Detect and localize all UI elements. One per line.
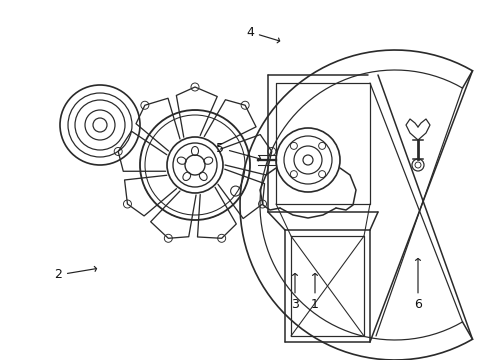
Text: 5: 5 — [216, 141, 260, 161]
Text: 4: 4 — [245, 26, 279, 43]
Text: 1: 1 — [310, 274, 318, 311]
Text: 3: 3 — [290, 274, 298, 311]
Text: 2: 2 — [54, 266, 96, 282]
Text: 6: 6 — [413, 258, 421, 311]
